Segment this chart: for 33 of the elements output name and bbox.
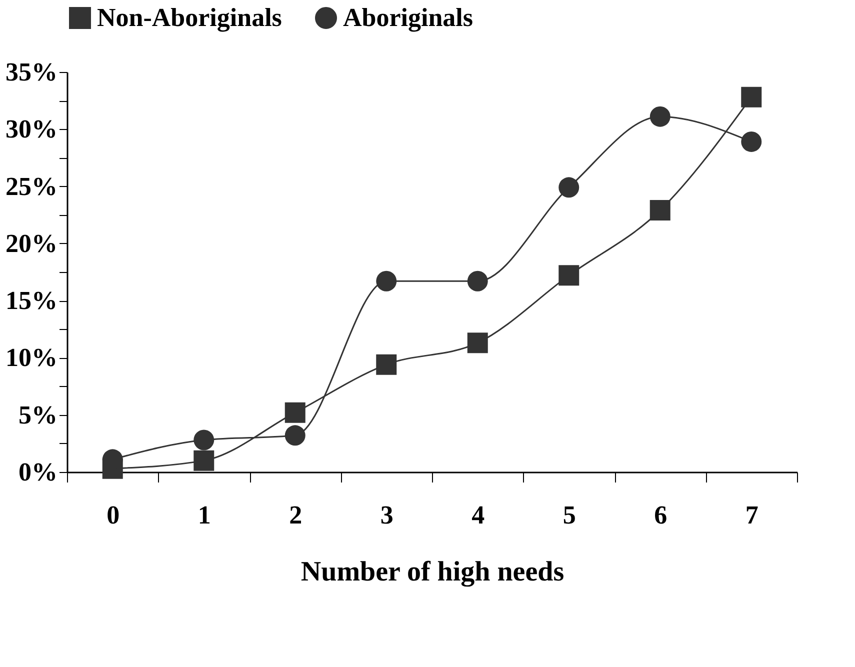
point: [467, 332, 488, 354]
y-tick-label: 25%: [6, 172, 58, 201]
y-tick-label: 20%: [6, 228, 58, 258]
y-tick-label: 5%: [18, 400, 58, 430]
point: [650, 106, 670, 127]
x-tick-label: 5: [562, 500, 576, 530]
point: [376, 270, 397, 292]
x-tick-label: 3: [380, 500, 394, 530]
point: [284, 402, 306, 423]
point: [650, 200, 670, 221]
y-tick-label: 10%: [6, 343, 58, 372]
point: [467, 270, 488, 292]
point: [558, 177, 580, 198]
y-tick-label: 30%: [6, 114, 58, 144]
x-tick-label: 2: [289, 500, 302, 530]
legend-label: Non-Aboriginals: [97, 3, 282, 32]
x-tick-label: 1: [198, 500, 211, 530]
point: [194, 450, 214, 471]
x-tick-label: 0: [106, 500, 120, 530]
x-axis-title: Number of high needs: [300, 556, 564, 588]
y-tick-label: 15%: [6, 286, 58, 316]
point: [741, 131, 762, 152]
point: [376, 354, 397, 375]
point: [284, 425, 306, 446]
y-tick-label: 0%: [18, 458, 58, 486]
point: [741, 86, 762, 108]
point: [194, 430, 214, 450]
legend-label: Aboriginals: [343, 3, 474, 32]
x-tick-label: 6: [654, 500, 668, 530]
x-tick-label: 4: [472, 500, 485, 530]
point: [558, 265, 580, 286]
y-tick-label: 35%: [6, 58, 58, 86]
x-tick-label: 7: [745, 500, 758, 530]
